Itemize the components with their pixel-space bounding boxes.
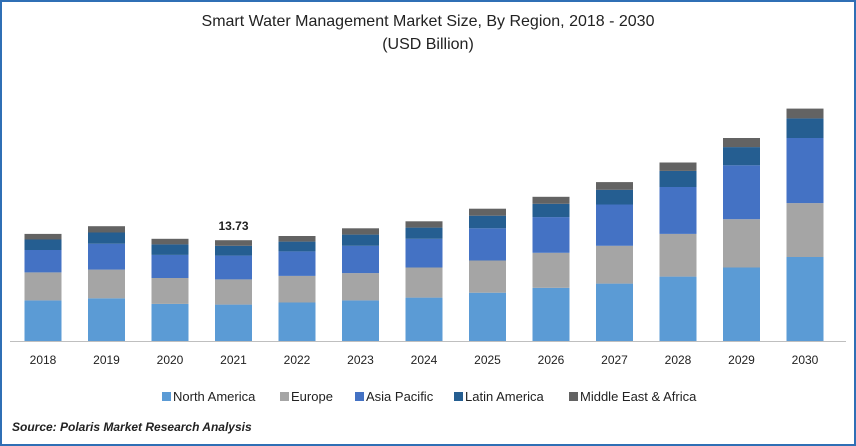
bar-segment-2023-2 [342, 245, 379, 274]
bar-segment-2030-0 [786, 257, 824, 341]
bar-segment-2021-3 [215, 245, 252, 256]
bar-segment-2028-4 [659, 162, 697, 171]
data-label: 13.73 [218, 219, 248, 233]
legend-label: Europe [291, 389, 333, 404]
bar-segment-2029-4 [723, 138, 760, 148]
x-tick-label: 2018 [30, 353, 57, 367]
bar-segment-2023-3 [342, 234, 379, 246]
bar-segment-2019-0 [88, 298, 125, 341]
bar-segment-2023-1 [342, 273, 379, 301]
bar-segment-2020-0 [151, 303, 189, 341]
bar-segment-2020-3 [151, 244, 189, 255]
bar-segment-2026-0 [532, 287, 570, 341]
bar-segment-2023-4 [342, 228, 379, 235]
bar-segment-2024-2 [405, 238, 443, 268]
bar-segment-2025-2 [469, 228, 506, 261]
bar-segment-2027-4 [596, 182, 633, 190]
bar-segment-2018-0 [24, 300, 62, 341]
bar-segment-2021-1 [215, 279, 252, 305]
source-note: Source: Polaris Market Research Analysis [12, 420, 252, 434]
bar-segment-2028-1 [659, 233, 697, 277]
legend-label: Middle East & Africa [580, 389, 697, 404]
bar-segment-2025-4 [469, 208, 506, 216]
bar-segment-2019-3 [88, 232, 125, 244]
bar-segment-2021-0 [215, 304, 252, 341]
bar-segment-2029-3 [723, 147, 760, 166]
bar-segment-2022-3 [278, 241, 316, 252]
x-tick-label: 2029 [728, 353, 755, 367]
bar-segment-2029-2 [723, 165, 760, 220]
bar-segment-2020-4 [151, 238, 189, 245]
bar-segment-2027-2 [596, 204, 633, 246]
x-tick-label: 2020 [157, 353, 184, 367]
bar-segment-2024-1 [405, 267, 443, 298]
bar-segment-2030-1 [786, 203, 824, 257]
bar-segment-2018-2 [24, 250, 62, 273]
x-tick-label: 2026 [538, 353, 565, 367]
x-tick-label: 2021 [220, 353, 247, 367]
legend-swatch [454, 392, 463, 401]
legend-label: Latin America [465, 389, 545, 404]
bar-segment-2021-2 [215, 255, 252, 280]
bar-segment-2024-3 [405, 227, 443, 239]
x-tick-label: 2022 [284, 353, 311, 367]
bar-segment-2019-2 [88, 243, 125, 270]
bar-segment-2028-3 [659, 170, 697, 187]
legend-swatch [280, 392, 289, 401]
bar-segment-2022-1 [278, 275, 316, 303]
bar-segment-2023-0 [342, 300, 379, 341]
bar-segment-2027-3 [596, 189, 633, 205]
bar-segment-2018-1 [24, 272, 62, 301]
chart-title: Smart Water Management Market Size, By R… [201, 13, 655, 30]
bar-segment-2025-3 [469, 215, 506, 229]
bar-segment-2021-4 [215, 240, 252, 246]
bar-segment-2030-2 [786, 138, 824, 204]
bar-segment-2028-0 [659, 276, 697, 341]
x-tick-label: 2019 [93, 353, 120, 367]
bar-segment-2018-4 [24, 233, 62, 240]
bar-segment-2018-3 [24, 239, 62, 250]
legend-label: North America [173, 389, 256, 404]
bar-segment-2030-4 [786, 108, 824, 119]
x-tick-label: 2030 [792, 353, 819, 367]
bar-segment-2026-1 [532, 252, 570, 288]
bar-segment-2019-1 [88, 269, 125, 299]
bar-segment-2022-4 [278, 236, 316, 242]
bar-segment-2020-1 [151, 278, 189, 304]
bar-segment-2019-4 [88, 226, 125, 233]
x-tick-label: 2027 [601, 353, 628, 367]
bar-segment-2028-2 [659, 187, 697, 234]
bar-segment-2029-1 [723, 219, 760, 268]
bar-segment-2025-1 [469, 260, 506, 293]
bar-segment-2024-0 [405, 297, 443, 341]
bar-segment-2026-2 [532, 217, 570, 253]
legend-label: Asia Pacific [366, 389, 434, 404]
bar-segment-2022-0 [278, 302, 316, 341]
x-tick-label: 2023 [347, 353, 374, 367]
bar-segment-2020-2 [151, 254, 189, 278]
bar-segment-2030-3 [786, 118, 824, 138]
legend-swatch [355, 392, 364, 401]
bar-segment-2025-0 [469, 292, 506, 341]
x-tick-label: 2025 [474, 353, 501, 367]
legend-swatch [162, 392, 171, 401]
chart-subtitle: (USD Billion) [382, 36, 474, 53]
bar-segment-2027-1 [596, 245, 633, 284]
bar-segment-2029-0 [723, 267, 760, 341]
x-tick-label: 2028 [665, 353, 692, 367]
bar-segment-2026-3 [532, 203, 570, 218]
bar-segment-2024-4 [405, 221, 443, 228]
bar-segment-2027-0 [596, 283, 633, 341]
x-tick-label: 2024 [411, 353, 438, 367]
legend-swatch [569, 392, 578, 401]
bar-segment-2022-2 [278, 251, 316, 276]
bar-segment-2026-4 [532, 196, 570, 204]
